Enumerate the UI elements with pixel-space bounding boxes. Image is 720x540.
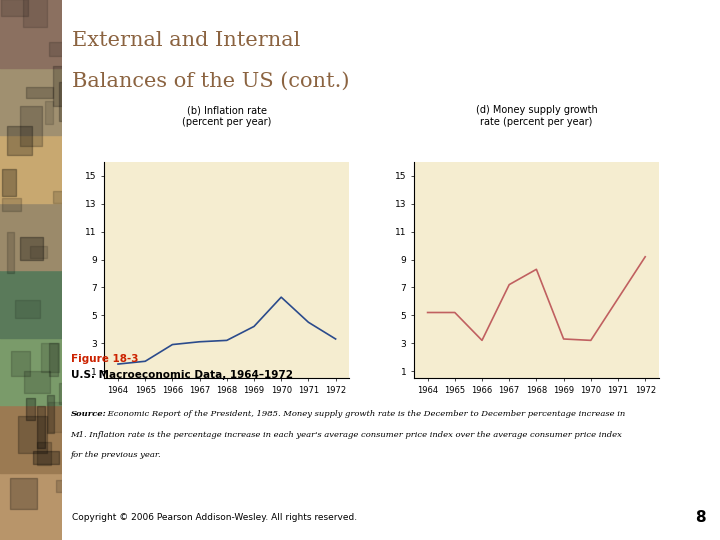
Text: M1. Inflation rate is the percentage increase in each year's average consumer pr: M1. Inflation rate is the percentage inc… (71, 431, 622, 439)
Text: Figure 18-3: Figure 18-3 (71, 354, 138, 364)
Text: 8: 8 (695, 510, 706, 525)
Text: Economic Report of the President, 1985. Money supply growth rate is the December: Economic Report of the President, 1985. … (105, 410, 626, 418)
Text: U.S. Macroeconomic Data, 1964–1972: U.S. Macroeconomic Data, 1964–1972 (71, 370, 292, 380)
Text: (d) Money supply growth
rate (percent per year): (d) Money supply growth rate (percent pe… (475, 105, 598, 127)
Text: External and Internal: External and Internal (72, 31, 300, 50)
Text: (b) Inflation rate
(percent per year): (b) Inflation rate (percent per year) (182, 105, 271, 127)
Text: Copyright © 2006 Pearson Addison-Wesley. All rights reserved.: Copyright © 2006 Pearson Addison-Wesley.… (72, 513, 357, 522)
Text: Balances of the US (cont.): Balances of the US (cont.) (72, 72, 349, 91)
Text: for the previous year.: for the previous year. (71, 451, 161, 460)
Text: Source:: Source: (71, 410, 107, 418)
